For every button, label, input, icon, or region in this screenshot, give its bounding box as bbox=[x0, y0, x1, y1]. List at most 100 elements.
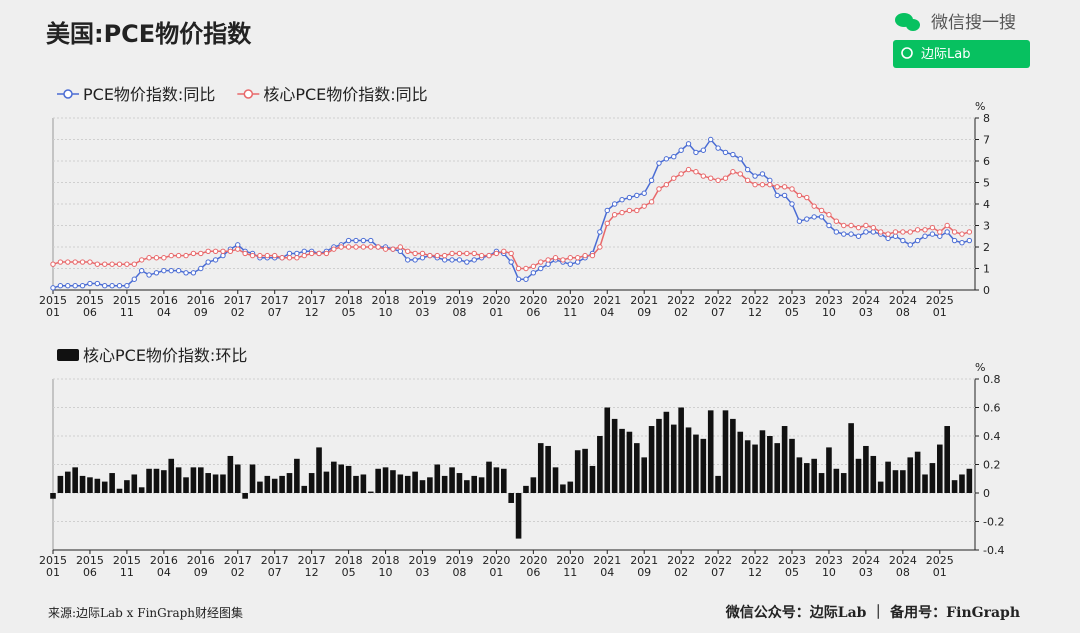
point bbox=[863, 229, 869, 235]
point bbox=[87, 280, 93, 287]
point bbox=[338, 244, 344, 250]
point bbox=[966, 237, 973, 244]
search-text[interactable]: 边际Lab bbox=[921, 47, 970, 62]
point bbox=[294, 250, 300, 257]
y-tick-label: 1 bbox=[983, 263, 990, 276]
point bbox=[345, 237, 352, 244]
bar bbox=[234, 464, 241, 493]
bar bbox=[50, 493, 56, 499]
x-tick-label: 2019 08 bbox=[445, 554, 473, 579]
x-tick-label: 2025 01 bbox=[926, 294, 954, 319]
bar bbox=[900, 470, 906, 493]
point bbox=[796, 218, 803, 224]
point bbox=[57, 259, 64, 265]
point bbox=[493, 250, 500, 257]
bar bbox=[198, 467, 204, 493]
point bbox=[708, 175, 714, 181]
point bbox=[368, 244, 374, 250]
point bbox=[523, 276, 529, 282]
legend-marker bbox=[63, 89, 73, 99]
x-tick-label: 2024 03 bbox=[852, 294, 880, 319]
x-tick-label: 2022 07 bbox=[704, 294, 732, 319]
point bbox=[538, 259, 544, 265]
x-tick-label: 2016 09 bbox=[187, 294, 215, 319]
point bbox=[272, 252, 278, 259]
x-tick-label: 2017 12 bbox=[298, 294, 326, 319]
point bbox=[759, 171, 766, 177]
point bbox=[449, 250, 455, 257]
point bbox=[611, 201, 618, 207]
x-tick-label: 2019 08 bbox=[445, 294, 473, 319]
x-tick-label: 2024 03 bbox=[852, 554, 880, 579]
point bbox=[685, 166, 692, 173]
point bbox=[138, 267, 145, 274]
x-tick-label: 2017 02 bbox=[224, 554, 252, 579]
point bbox=[848, 231, 854, 237]
x-tick-label: 2024 08 bbox=[889, 554, 917, 579]
x-tick-label: 2016 04 bbox=[150, 294, 178, 319]
point bbox=[671, 154, 677, 160]
bar bbox=[537, 443, 544, 493]
point bbox=[301, 252, 307, 259]
x-tick-label: 2022 02 bbox=[667, 554, 695, 579]
bar bbox=[611, 418, 618, 493]
bar bbox=[582, 448, 588, 493]
bar bbox=[87, 477, 93, 493]
x-tick-label: 2018 10 bbox=[372, 554, 400, 579]
point bbox=[648, 177, 655, 184]
point bbox=[198, 250, 204, 257]
point bbox=[345, 244, 352, 250]
point bbox=[168, 267, 174, 274]
point bbox=[678, 147, 684, 153]
point bbox=[944, 229, 950, 235]
point bbox=[94, 261, 101, 267]
bar bbox=[914, 451, 921, 493]
point bbox=[198, 265, 204, 272]
bar bbox=[796, 457, 803, 493]
point bbox=[360, 237, 367, 244]
bar bbox=[685, 427, 692, 493]
bar bbox=[138, 487, 145, 493]
bar bbox=[951, 480, 958, 493]
point bbox=[951, 237, 958, 244]
point bbox=[826, 212, 832, 218]
point bbox=[405, 248, 411, 255]
point bbox=[833, 229, 840, 235]
point bbox=[456, 250, 463, 257]
point bbox=[929, 231, 936, 237]
point bbox=[877, 229, 884, 235]
bar bbox=[966, 468, 973, 493]
point bbox=[922, 227, 928, 233]
point bbox=[175, 252, 182, 259]
bar bbox=[715, 475, 721, 493]
bar bbox=[205, 473, 211, 493]
title: 美国:PCE物价指数 bbox=[46, 20, 252, 48]
point bbox=[212, 248, 219, 255]
bar bbox=[264, 475, 271, 493]
point bbox=[900, 237, 906, 244]
search-button[interactable] bbox=[893, 40, 1030, 68]
x-tick-label: 2015 11 bbox=[113, 554, 141, 579]
point bbox=[722, 149, 729, 156]
point bbox=[257, 252, 263, 259]
bar bbox=[759, 430, 766, 493]
point bbox=[478, 252, 485, 259]
point bbox=[441, 257, 448, 263]
x-tick-label: 2023 05 bbox=[778, 554, 806, 579]
point bbox=[50, 261, 56, 267]
point bbox=[153, 270, 160, 276]
bar bbox=[781, 426, 788, 493]
bar bbox=[116, 488, 123, 493]
bar bbox=[826, 447, 832, 493]
bar bbox=[249, 464, 256, 493]
point bbox=[656, 186, 662, 192]
bar bbox=[545, 445, 551, 493]
point bbox=[508, 259, 514, 265]
bar bbox=[670, 424, 677, 493]
y-tick-label: 0.2 bbox=[983, 459, 1001, 472]
x-tick-label: 2021 09 bbox=[630, 294, 658, 319]
point bbox=[937, 229, 943, 235]
point bbox=[841, 222, 847, 229]
point bbox=[944, 222, 950, 229]
bar bbox=[161, 470, 167, 493]
